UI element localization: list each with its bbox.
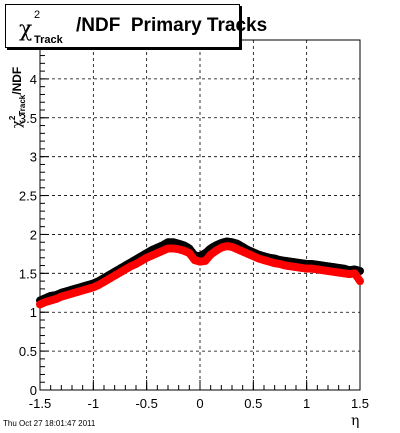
y-tick-label: 4 (30, 72, 37, 87)
x-tick-label: 0 (196, 396, 203, 411)
x-tick-label: 1 (303, 396, 310, 411)
y-tick-label: 1.5 (19, 266, 37, 281)
ylabel-ndf: /NDF (10, 66, 24, 95)
timestamp: Thu Oct 27 18:01:47 2011 (3, 419, 96, 428)
x-tick-label: 0.5 (244, 396, 262, 411)
title-chi-symbol: χ (19, 17, 33, 42)
ylabel-chi: χ (10, 120, 25, 128)
y-tick-label: 3 (30, 150, 37, 165)
title-superscript: 2 (34, 9, 41, 21)
ylabel-sub: Track (18, 94, 27, 116)
tick-labels: -1.5 -1 -0.5 0 0.5 1 1.5 0 0.5 1 1.5 2 2.5 3 3.5 4 (19, 72, 369, 411)
y-tick-label: 0.5 (19, 344, 37, 359)
x-tick-label: -0.5 (135, 396, 157, 411)
y-tick-label: 2 (30, 227, 37, 242)
y-axis-label: χ2Track/NDF (2, 52, 32, 132)
x-tick-label: -1 (88, 396, 100, 411)
x-tick-label: 1.5 (351, 396, 369, 411)
chart-title-box: χ 2 Track /NDF Primary Tracks (5, 4, 267, 48)
title-subscript: Track (34, 34, 63, 46)
x-tick-label: -1.5 (29, 396, 51, 411)
title-text: /NDF Primary Tracks (76, 15, 268, 36)
y-tick-label: 3.5 (19, 111, 37, 126)
y-tick-label: 0 (30, 383, 37, 398)
data-points (36, 237, 364, 309)
y-tick-label: 1 (30, 305, 37, 320)
x-axis-label: η (351, 413, 360, 429)
axis-ticks (39, 39, 361, 391)
ylabel-sup: 2 (8, 115, 17, 121)
y-tick-label: 2.5 (19, 189, 37, 204)
grid (40, 40, 360, 390)
red-data-point (356, 277, 364, 286)
